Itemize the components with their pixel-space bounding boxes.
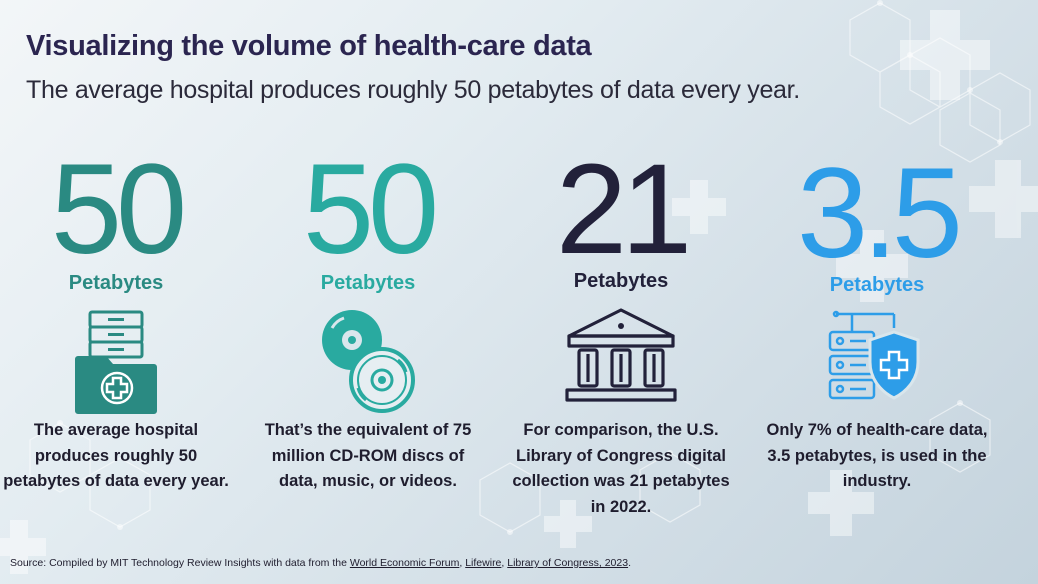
source-footnote: Source: Compiled by MIT Technology Revie… xyxy=(10,557,631,569)
source-link-wef[interactable]: World Economic Forum xyxy=(349,557,460,569)
source-suffix: . xyxy=(628,557,631,569)
stat-description: That’s the equivalent of 75 million CD-R… xyxy=(264,421,472,490)
stat-number: 21 xyxy=(555,138,692,281)
library-building-icon xyxy=(565,308,677,402)
server-shield-icon xyxy=(828,310,920,400)
source-prefix: Source: Compiled by MIT Technology Revie… xyxy=(10,557,350,569)
page-title: Visualizing the volume of health-care da… xyxy=(26,30,592,62)
stat-column-cdrom: 50 Petabytes xyxy=(253,140,483,416)
source-link-loc[interactable]: Library of Congress, 2023 xyxy=(507,557,629,569)
stat-number: 50 xyxy=(302,138,439,281)
stat-number: 3.5 xyxy=(797,142,963,285)
stat-unit: Petabytes xyxy=(320,272,416,294)
source-separator: , xyxy=(501,557,508,569)
stat-column-library: 21 Petabytes xyxy=(506,140,736,406)
source-separator: , xyxy=(459,557,466,569)
stat-description: Only 7% of health-care data, 3.5 petabyt… xyxy=(766,421,988,490)
page-subtitle: The average hospital produces roughly 50… xyxy=(26,76,800,104)
stat-description: For comparison, the U.S. Library of Cong… xyxy=(512,421,730,516)
stat-unit: Petabytes xyxy=(573,270,669,292)
stat-description: The average hospital produces roughly 50… xyxy=(3,421,229,490)
stat-column-hospital: 50 Petabytes xyxy=(1,140,231,416)
source-link-lifewire[interactable]: Lifewire xyxy=(465,557,502,569)
stat-unit: Petabytes xyxy=(829,274,925,296)
stat-column-used-data: 3.5 Petabytes xyxy=(762,140,992,410)
cd-rom-discs-icon xyxy=(322,310,415,413)
hospital-file-folder-icon xyxy=(75,310,157,414)
stat-number: 50 xyxy=(50,138,187,281)
stat-unit: Petabytes xyxy=(68,272,164,294)
